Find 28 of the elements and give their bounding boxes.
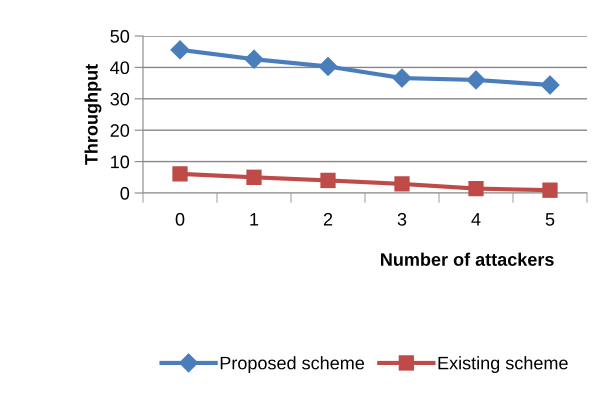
point <box>172 166 188 182</box>
x-tick-label: 0 <box>176 212 184 226</box>
point <box>542 182 558 198</box>
point <box>394 176 410 192</box>
point <box>468 180 484 196</box>
x-axis-title: Number of attackers <box>381 252 554 266</box>
point <box>466 70 486 90</box>
point <box>170 40 190 60</box>
legend-label: Existing scheme <box>438 356 568 373</box>
x-tick-label: 1 <box>250 213 258 226</box>
point <box>392 68 412 88</box>
point <box>246 170 262 185</box>
point <box>244 50 264 69</box>
point <box>318 56 338 76</box>
x-tick-label: 5 <box>546 213 554 226</box>
y-tick-label: 40 <box>110 61 130 74</box>
y-tick-label: 0 <box>120 186 130 200</box>
y-tick-label: 50 <box>110 30 130 43</box>
point <box>540 75 560 95</box>
legend-label: Proposed scheme <box>220 356 364 373</box>
y-tick-label: 30 <box>110 92 130 106</box>
point <box>320 172 336 188</box>
x-tick-label: 2 <box>324 212 332 226</box>
x-tick-label: 4 <box>471 213 480 226</box>
y-tick-label: 10 <box>111 156 130 168</box>
x-tick-label: 3 <box>398 212 406 226</box>
y-axis-title: Throughput <box>84 64 102 165</box>
y-tick-label: 20 <box>110 124 130 137</box>
